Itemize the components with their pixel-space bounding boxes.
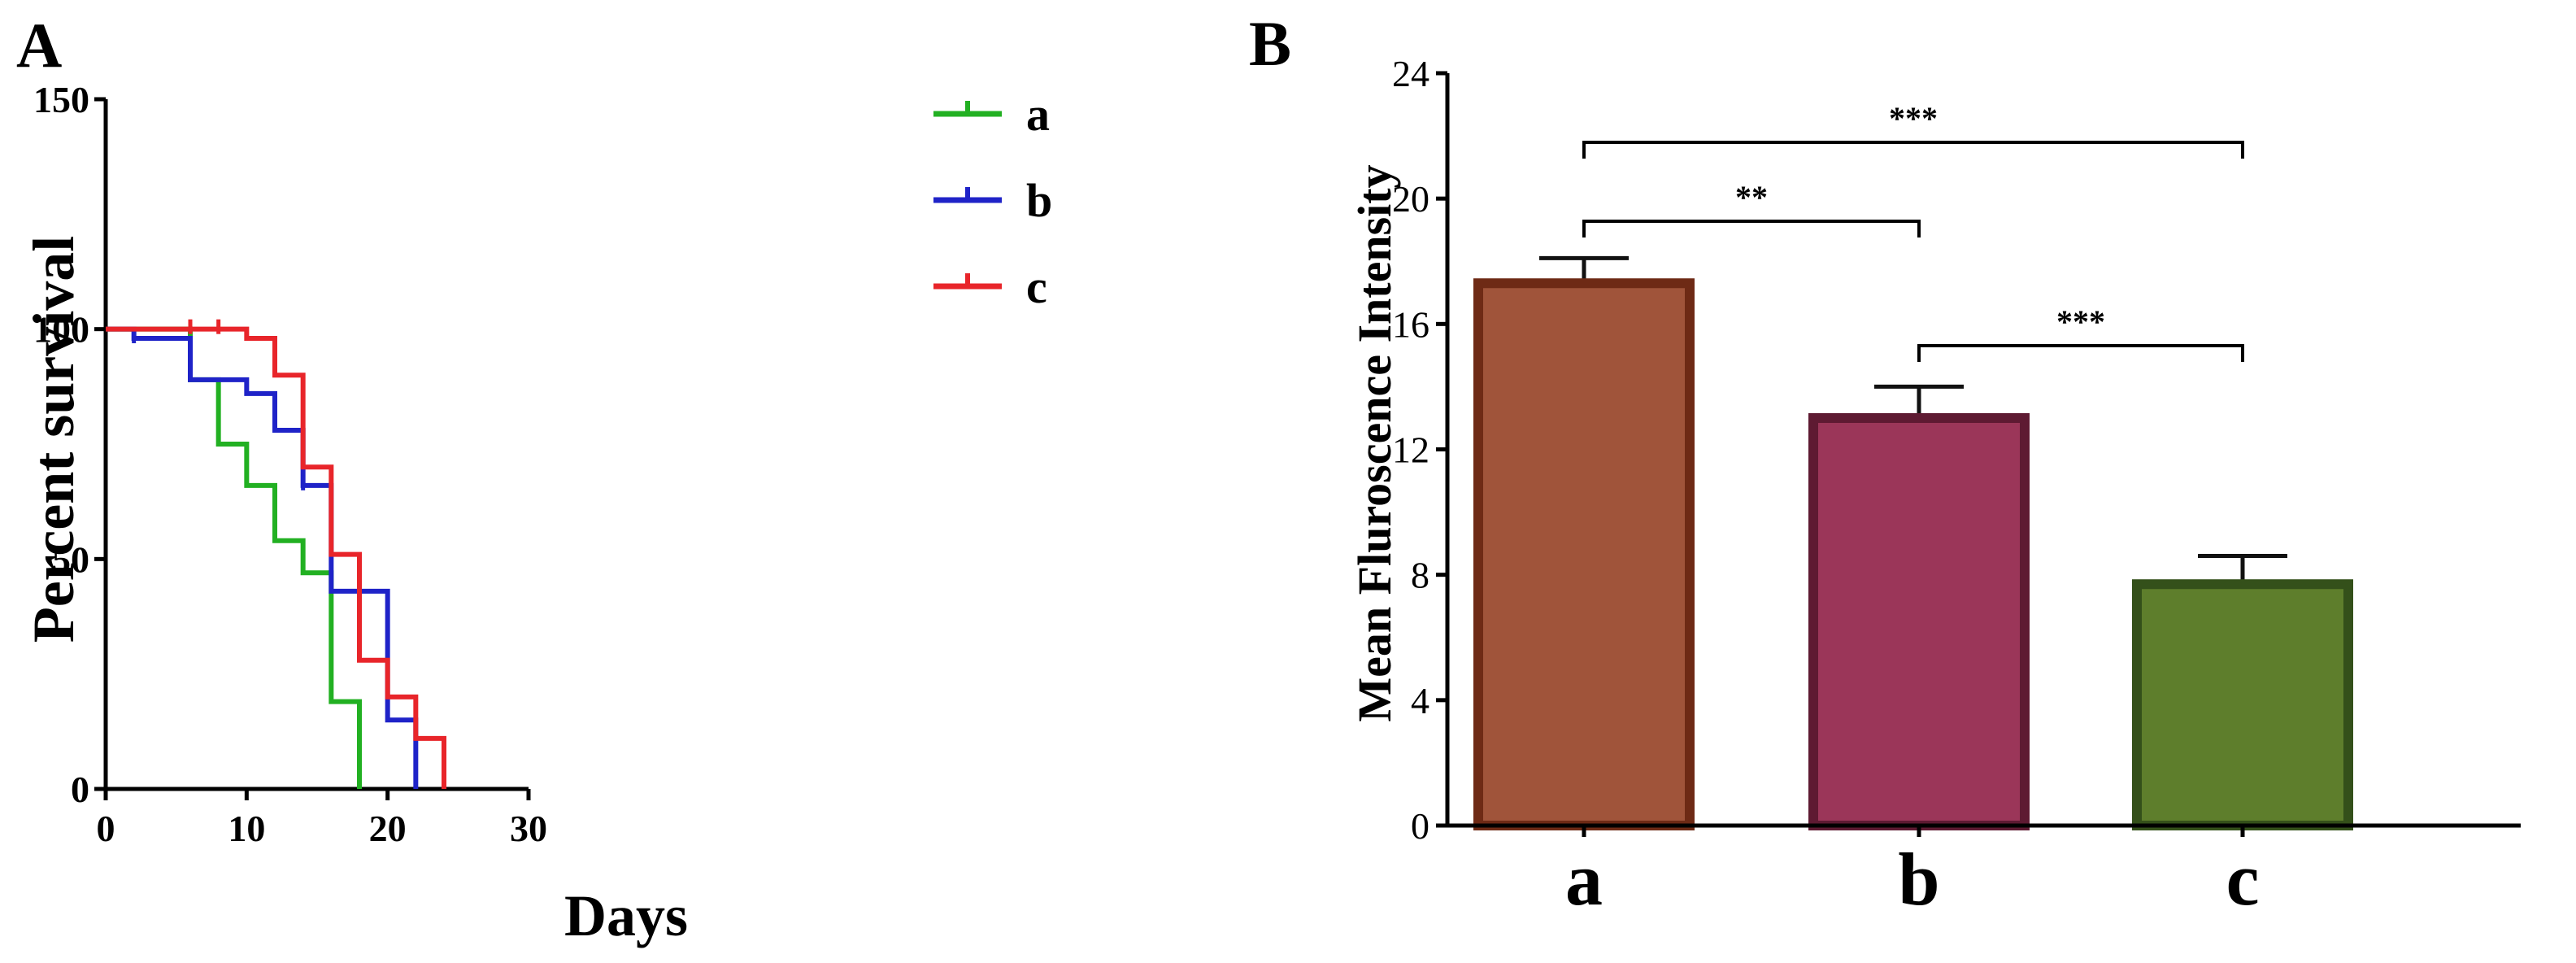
y-tick-label-b: 24 [1392,53,1429,94]
x-tick-label: 0 [97,808,115,849]
panel-label-b: B [1249,8,1291,79]
significance-bracket [1917,344,2244,362]
survival-line-a [106,326,362,789]
significance-bracket [1582,141,2244,159]
y-axis-label-b: Mean Fluroscence Intensity [1348,164,1401,721]
x-axis-label: Days [564,883,688,948]
y-tick-label-b: 16 [1392,303,1429,345]
survival-line-c [106,326,446,789]
significance-label: *** [1889,100,1938,137]
bars [1473,255,2353,831]
y-tick-label-b: 4 [1411,680,1429,721]
legend-label-c: c [1026,260,1047,313]
y-tick-label: 50 [52,538,89,580]
y-tick-label-b: 0 [1411,805,1429,847]
y-tick-label-b: 8 [1411,555,1429,596]
bar-a [1473,278,1695,830]
legend: abc [933,88,1052,313]
x-tick-label: 10 [228,808,265,849]
significance-brackets: ******** [1582,100,2244,362]
category-label-b: b [1898,838,1939,921]
y-tick-label: 0 [71,769,89,810]
bar-b [1808,412,2030,830]
y-tick-label-b: 12 [1392,429,1429,471]
y-tick-label: 100 [33,309,89,351]
category-label-c: c [2226,838,2260,921]
legend-label-b: b [1026,174,1052,227]
bar-c [2132,579,2353,831]
bar-ticks: a b c 0 4 8 12 16 20 24 [1392,53,2259,921]
y-tick-label: 150 [33,79,89,120]
survival-ticks: 0 50 100 150 0 10 20 30 [33,79,547,849]
significance-bracket [1582,220,1921,237]
x-tick-label: 30 [510,808,547,849]
survival-axes [103,99,529,791]
legend-label-a: a [1026,88,1050,141]
category-label-a: a [1565,838,1603,921]
panel-label-a: A [16,10,62,81]
y-axis-label: Percent survival [21,236,86,643]
significance-label: ** [1735,179,1768,216]
significance-label: *** [2056,303,2105,340]
y-tick-label-b: 20 [1392,178,1429,220]
x-tick-label: 20 [369,808,407,849]
survival-line-b [106,326,419,789]
survival-series [106,319,446,789]
survival-chart: 0 50 100 150 0 10 20 30 Days Percent survival a… [21,79,1052,948]
